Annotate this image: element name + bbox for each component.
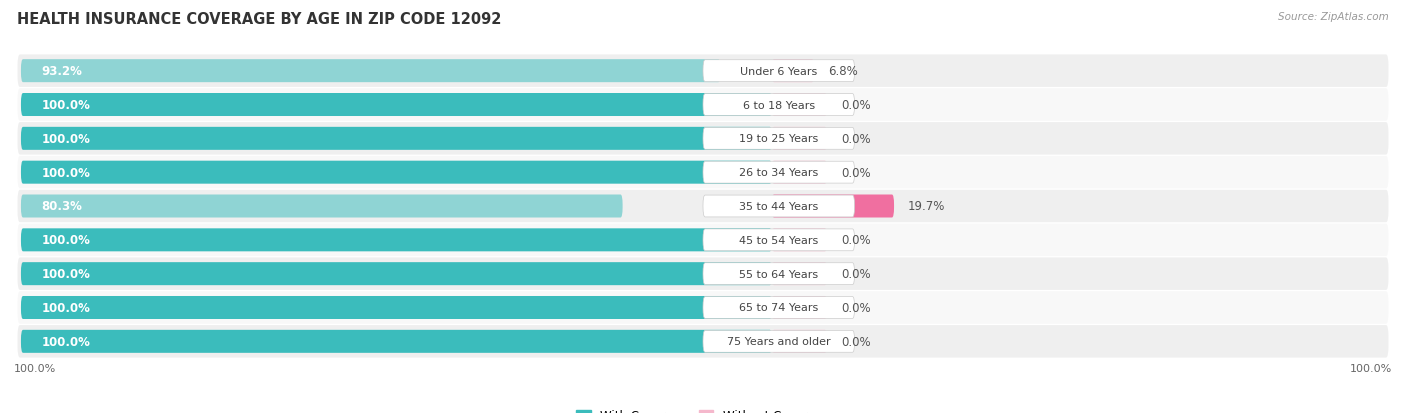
- Text: 0.0%: 0.0%: [841, 234, 870, 247]
- Text: 100.0%: 100.0%: [42, 99, 90, 112]
- FancyBboxPatch shape: [703, 94, 855, 116]
- FancyBboxPatch shape: [17, 325, 1389, 358]
- FancyBboxPatch shape: [703, 128, 855, 150]
- Text: 0.0%: 0.0%: [841, 99, 870, 112]
- Text: HEALTH INSURANCE COVERAGE BY AGE IN ZIP CODE 12092: HEALTH INSURANCE COVERAGE BY AGE IN ZIP …: [17, 12, 502, 27]
- Text: 0.0%: 0.0%: [841, 301, 870, 314]
- FancyBboxPatch shape: [772, 94, 827, 117]
- Text: 55 to 64 Years: 55 to 64 Years: [740, 269, 818, 279]
- FancyBboxPatch shape: [772, 161, 827, 184]
- Text: 19 to 25 Years: 19 to 25 Years: [740, 134, 818, 144]
- Text: 100.0%: 100.0%: [1350, 363, 1392, 373]
- FancyBboxPatch shape: [17, 258, 1389, 290]
- Text: 65 to 74 Years: 65 to 74 Years: [740, 303, 818, 313]
- FancyBboxPatch shape: [21, 229, 772, 252]
- FancyBboxPatch shape: [772, 195, 894, 218]
- FancyBboxPatch shape: [21, 195, 623, 218]
- Text: 100.0%: 100.0%: [42, 133, 90, 145]
- Text: 6.8%: 6.8%: [828, 65, 858, 78]
- FancyBboxPatch shape: [772, 229, 827, 252]
- FancyBboxPatch shape: [772, 296, 827, 319]
- Text: 0.0%: 0.0%: [841, 133, 870, 145]
- FancyBboxPatch shape: [21, 296, 772, 319]
- FancyBboxPatch shape: [21, 330, 772, 353]
- Text: 100.0%: 100.0%: [42, 234, 90, 247]
- Text: Under 6 Years: Under 6 Years: [740, 66, 817, 76]
- FancyBboxPatch shape: [772, 263, 827, 285]
- FancyBboxPatch shape: [703, 297, 855, 319]
- Text: Source: ZipAtlas.com: Source: ZipAtlas.com: [1278, 12, 1389, 22]
- FancyBboxPatch shape: [703, 330, 855, 352]
- FancyBboxPatch shape: [772, 128, 827, 150]
- FancyBboxPatch shape: [21, 128, 772, 150]
- FancyBboxPatch shape: [703, 196, 855, 217]
- FancyBboxPatch shape: [17, 55, 1389, 88]
- FancyBboxPatch shape: [17, 292, 1389, 324]
- FancyBboxPatch shape: [772, 330, 827, 353]
- FancyBboxPatch shape: [17, 224, 1389, 256]
- Text: 0.0%: 0.0%: [841, 335, 870, 348]
- Text: 80.3%: 80.3%: [42, 200, 83, 213]
- FancyBboxPatch shape: [17, 89, 1389, 121]
- FancyBboxPatch shape: [703, 162, 855, 184]
- Text: 93.2%: 93.2%: [42, 65, 83, 78]
- Text: 100.0%: 100.0%: [42, 301, 90, 314]
- FancyBboxPatch shape: [17, 157, 1389, 189]
- FancyBboxPatch shape: [21, 60, 720, 83]
- Text: 26 to 34 Years: 26 to 34 Years: [740, 168, 818, 178]
- Text: 0.0%: 0.0%: [841, 268, 870, 280]
- Text: 100.0%: 100.0%: [42, 335, 90, 348]
- Text: 6 to 18 Years: 6 to 18 Years: [742, 100, 815, 110]
- FancyBboxPatch shape: [21, 94, 772, 117]
- FancyBboxPatch shape: [21, 263, 772, 285]
- Legend: With Coverage, Without Coverage: With Coverage, Without Coverage: [572, 404, 834, 413]
- FancyBboxPatch shape: [17, 190, 1389, 223]
- FancyBboxPatch shape: [703, 263, 855, 285]
- FancyBboxPatch shape: [703, 61, 855, 83]
- FancyBboxPatch shape: [17, 123, 1389, 155]
- Text: 100.0%: 100.0%: [42, 166, 90, 179]
- Text: 75 Years and older: 75 Years and older: [727, 337, 831, 347]
- Text: 19.7%: 19.7%: [908, 200, 945, 213]
- Text: 100.0%: 100.0%: [14, 363, 56, 373]
- Text: 0.0%: 0.0%: [841, 166, 870, 179]
- FancyBboxPatch shape: [21, 161, 772, 184]
- FancyBboxPatch shape: [703, 229, 855, 251]
- FancyBboxPatch shape: [772, 60, 814, 83]
- Text: 45 to 54 Years: 45 to 54 Years: [740, 235, 818, 245]
- Text: 100.0%: 100.0%: [42, 268, 90, 280]
- Text: 35 to 44 Years: 35 to 44 Years: [740, 202, 818, 211]
